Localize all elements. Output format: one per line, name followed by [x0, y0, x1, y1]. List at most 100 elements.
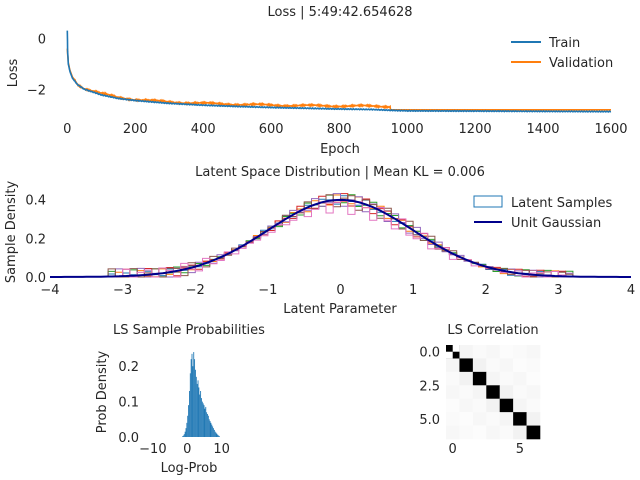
correlation-cell: [472, 371, 487, 386]
correlation-cell: [513, 345, 527, 359]
probability-bar: [212, 426, 214, 437]
probability-bar: [209, 421, 211, 437]
probability-bar: [188, 405, 189, 437]
loss-x-tick-label: 1400: [526, 122, 559, 137]
latent-x-tick-label: −4: [40, 283, 59, 298]
correlation-y-tick-label: 2.5: [419, 379, 440, 394]
legend-swatch-latent-samples: [473, 195, 503, 208]
probabilities-y-tick-label: 0.2: [118, 360, 139, 375]
loss-y-tick-label: 0: [38, 32, 46, 47]
probability-bar: [204, 408, 206, 437]
correlation-cell: [499, 358, 514, 373]
latent-x-tick-label: 3: [554, 283, 562, 298]
probability-bar: [196, 383, 198, 437]
probability-bar: [210, 422, 212, 437]
correlation-cell: [472, 345, 487, 359]
loss-title: Loss | 5:49:42.654628: [267, 5, 412, 20]
correlation-cell: [526, 385, 541, 400]
probability-bar: [203, 405, 205, 437]
probability-bar: [198, 387, 200, 437]
latent-title: Latent Space Distribution | Mean KL = 0.…: [195, 165, 485, 180]
correlation-cell: [486, 358, 501, 373]
correlation-cell: [446, 412, 460, 426]
correlation-cell: [486, 345, 501, 359]
probabilities-y-label: Prob Density: [95, 350, 110, 433]
correlation-cell: [446, 385, 460, 400]
loss-x-ticks: 0 200 400 600 800 1000 1200 1400 1600: [63, 122, 627, 137]
correlation-cell: [459, 398, 474, 413]
correlation-cell: [459, 371, 474, 386]
probability-bar: [185, 428, 187, 437]
latent-x-tick-label: 2: [482, 283, 490, 298]
probability-bar: [200, 391, 202, 437]
probabilities-y-ticks: 0.0 0.1 0.2: [118, 360, 139, 446]
correlation-cells: [446, 345, 541, 440]
legend-label-latent-samples: Latent Samples: [511, 196, 613, 211]
correlation-cell: [472, 412, 487, 426]
probability-bar: [213, 429, 215, 437]
correlation-cell: [472, 425, 487, 440]
correlation-cell: [526, 412, 541, 426]
correlation-x-tick-label: 5: [516, 442, 524, 457]
correlation-cell: [486, 412, 501, 426]
correlation-cell: [472, 385, 487, 400]
legend-label-validation: Validation: [549, 56, 613, 71]
probabilities-x-ticks: −10 0 10: [139, 442, 230, 457]
loss-x-tick-label: 200: [123, 122, 148, 137]
probabilities-bars: [182, 352, 220, 437]
probability-bar: [217, 434, 219, 437]
correlation-y-tick-label: 0.0: [419, 346, 440, 361]
probability-bar: [184, 431, 186, 437]
correlation-cell: [472, 398, 487, 413]
probability-bar: [201, 401, 203, 437]
unit-gaussian-curve: [50, 198, 631, 278]
latent-y-label: Sample Density: [4, 181, 19, 284]
probability-bar: [207, 415, 209, 437]
correlation-cell: [459, 358, 474, 373]
probability-bar: [195, 369, 196, 437]
probability-bar: [194, 359, 196, 437]
probability-bar: [189, 373, 191, 437]
probability-bar: [208, 419, 210, 437]
probability-bar: [187, 415, 189, 437]
probability-bar: [182, 436, 183, 437]
latent-x-tick-label: −2: [186, 283, 205, 298]
correlation-cell: [526, 345, 541, 359]
latent-histograms: [107, 193, 574, 278]
correlation-cell: [486, 371, 501, 386]
correlation-cell: [513, 385, 527, 400]
probability-bar: [189, 391, 190, 437]
latent-legend: Latent Samples Unit Gaussian: [473, 195, 613, 231]
probability-bar: [191, 353, 193, 437]
probabilities-title: LS Sample Probabilities: [113, 323, 265, 338]
probability-bar: [192, 366, 194, 437]
correlation-x-tick-label: 0: [449, 442, 457, 457]
correlation-cell: [446, 345, 453, 352]
correlation-cell: [499, 345, 514, 359]
correlation-cell: [446, 358, 460, 373]
probability-bar: [182, 435, 184, 437]
correlation-cell: [499, 385, 514, 400]
loss-line-train: [66, 30, 612, 113]
loss-x-label: Epoch: [320, 142, 360, 157]
loss-y-ticks: 0 −2: [27, 32, 46, 98]
loss-legend: Train Validation: [511, 36, 613, 71]
probability-bar: [186, 422, 188, 437]
legend-label-unit-gaussian: Unit Gaussian: [511, 216, 601, 231]
sample-probabilities-chart: LS Sample Probabilities −10 0 10 0.0 0.1 0.2…: [95, 323, 265, 476]
correlation-cell: [513, 358, 527, 373]
probability-bar: [211, 424, 213, 437]
correlation-cell: [486, 385, 501, 400]
probabilities-x-tick-label: −10: [139, 442, 166, 457]
probability-bar: [183, 434, 185, 437]
probabilities-x-label: Log-Prob: [161, 461, 218, 476]
probability-bar: [206, 412, 208, 437]
correlation-cell: [486, 398, 501, 413]
latent-x-tick-label: −3: [113, 283, 132, 298]
latent-x-tick-label: −1: [258, 283, 277, 298]
latent-x-tick-label: 4: [627, 283, 635, 298]
probabilities-y-tick-label: 0.1: [118, 396, 139, 411]
latent-x-tick-label: 0: [336, 283, 344, 298]
